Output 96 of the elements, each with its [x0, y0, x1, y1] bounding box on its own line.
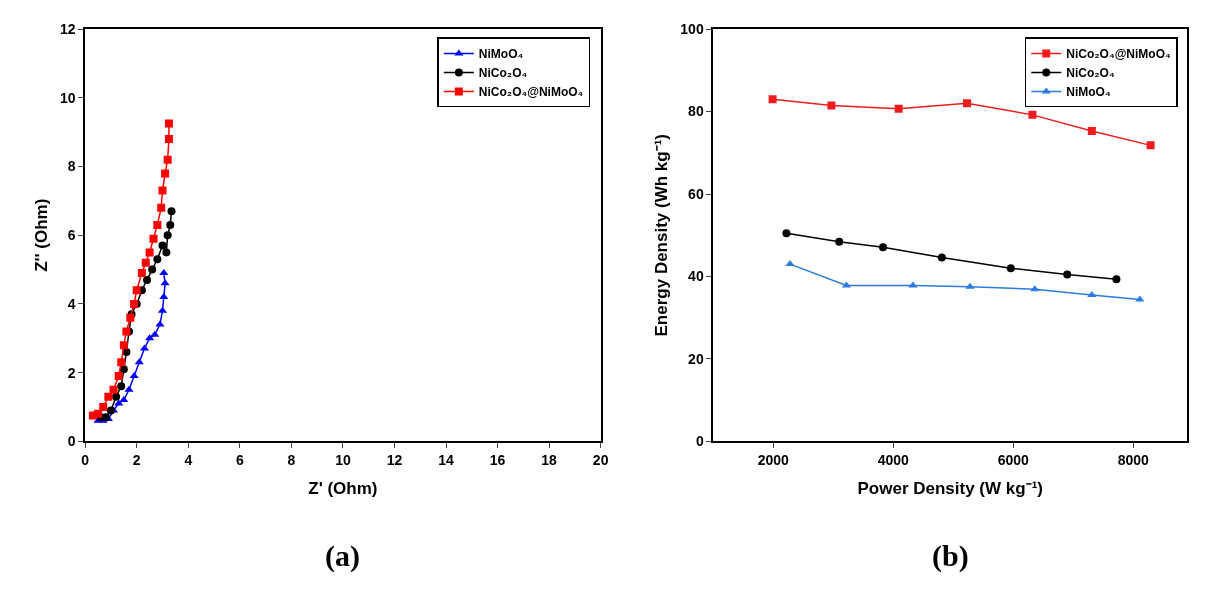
legend-label: NiCo₂O₄@NiMoO₄	[478, 85, 584, 100]
point	[94, 409, 103, 418]
point	[104, 392, 113, 401]
x-tick-label: 20	[592, 451, 609, 468]
point	[159, 293, 169, 300]
x-tick-label: 4000	[877, 451, 910, 468]
x-tick-label: 0	[81, 451, 90, 468]
y-tick-label: 40	[688, 268, 704, 285]
point	[106, 406, 115, 415]
point	[117, 382, 126, 391]
point	[162, 248, 171, 257]
point	[908, 281, 918, 288]
x-tick-label: 14	[438, 451, 454, 468]
point	[166, 220, 175, 229]
point	[894, 104, 903, 113]
text: (a)	[325, 539, 360, 573]
point	[785, 260, 795, 267]
y-tick-label: 60	[688, 185, 704, 202]
point	[145, 248, 154, 257]
y-axis-title: Energy Density (Wh kg⁻¹)	[652, 134, 672, 337]
y-tick-label: 80	[688, 103, 704, 120]
y-tick-label: 12	[60, 21, 76, 38]
point	[768, 95, 777, 104]
y-tick-label: 6	[67, 227, 76, 244]
legend-label: NiMoO₄	[1066, 85, 1111, 100]
point	[1112, 275, 1121, 284]
x-axis-title: Power Density (W kg⁻¹)	[857, 478, 1043, 498]
point	[1006, 264, 1015, 273]
point	[163, 231, 172, 240]
point	[99, 402, 108, 411]
y-axis-title: Z'' (Ohm)	[32, 198, 52, 272]
point	[124, 385, 134, 392]
point	[109, 385, 118, 394]
point	[827, 101, 836, 110]
point	[1087, 126, 1096, 135]
point	[157, 203, 166, 212]
y-tick-label: 4	[67, 295, 76, 312]
point	[1135, 295, 1145, 302]
point	[153, 255, 162, 264]
point	[161, 169, 170, 178]
x-tick-label: 8000	[1117, 451, 1150, 468]
point	[1028, 110, 1037, 119]
y-tick-label: 10	[60, 89, 76, 106]
text: (b)	[932, 539, 969, 573]
point	[835, 237, 844, 246]
point	[1063, 270, 1072, 279]
x-tick-label: 18	[541, 451, 558, 468]
x-tick-label: 6000	[997, 451, 1030, 468]
point	[119, 341, 128, 350]
point	[164, 119, 173, 128]
point	[112, 392, 121, 401]
y-tick-label: 20	[688, 350, 704, 367]
point	[158, 186, 167, 195]
y-tick-label: 0	[67, 433, 76, 450]
point	[141, 258, 150, 267]
legend-label: NiCo₂O₄	[1066, 66, 1115, 81]
point	[119, 396, 129, 403]
point	[155, 320, 165, 327]
x-tick-label: 4	[184, 451, 193, 468]
y-tick-label: 0	[695, 433, 704, 450]
x-tick-label: 2	[132, 451, 141, 468]
x-tick-label: 8	[287, 451, 296, 468]
point	[150, 330, 160, 337]
point	[137, 269, 146, 278]
y-tick-label: 100	[680, 21, 704, 38]
point	[132, 286, 141, 295]
point	[117, 358, 126, 367]
y-tick-label: 2	[67, 364, 76, 381]
x-tick-label: 16	[489, 451, 506, 468]
point	[965, 282, 975, 289]
point	[1146, 141, 1155, 150]
point	[114, 372, 123, 381]
point	[148, 265, 157, 274]
y-tick-label: 8	[67, 158, 76, 175]
legend-label: NiMoO₄	[478, 47, 524, 62]
point	[163, 155, 172, 164]
point	[149, 234, 158, 243]
x-tick-label: 2000	[757, 451, 790, 468]
point	[143, 275, 152, 284]
point	[879, 243, 888, 252]
point	[159, 269, 169, 276]
x-tick-label: 6	[235, 451, 244, 468]
x-tick-label: 12	[386, 451, 403, 468]
point	[167, 207, 176, 216]
point	[114, 399, 124, 406]
point	[963, 99, 972, 108]
x-tick-label: 10	[335, 451, 351, 468]
point	[164, 135, 173, 144]
point	[158, 241, 167, 250]
point	[153, 220, 162, 229]
x-axis-title: Z' (Ohm)	[308, 478, 378, 498]
point	[782, 229, 791, 238]
legend-label: NiCo₂O₄@NiMoO₄	[1066, 47, 1171, 62]
point	[937, 253, 946, 262]
legend-label: NiCo₂O₄	[478, 66, 528, 81]
point	[129, 372, 139, 379]
